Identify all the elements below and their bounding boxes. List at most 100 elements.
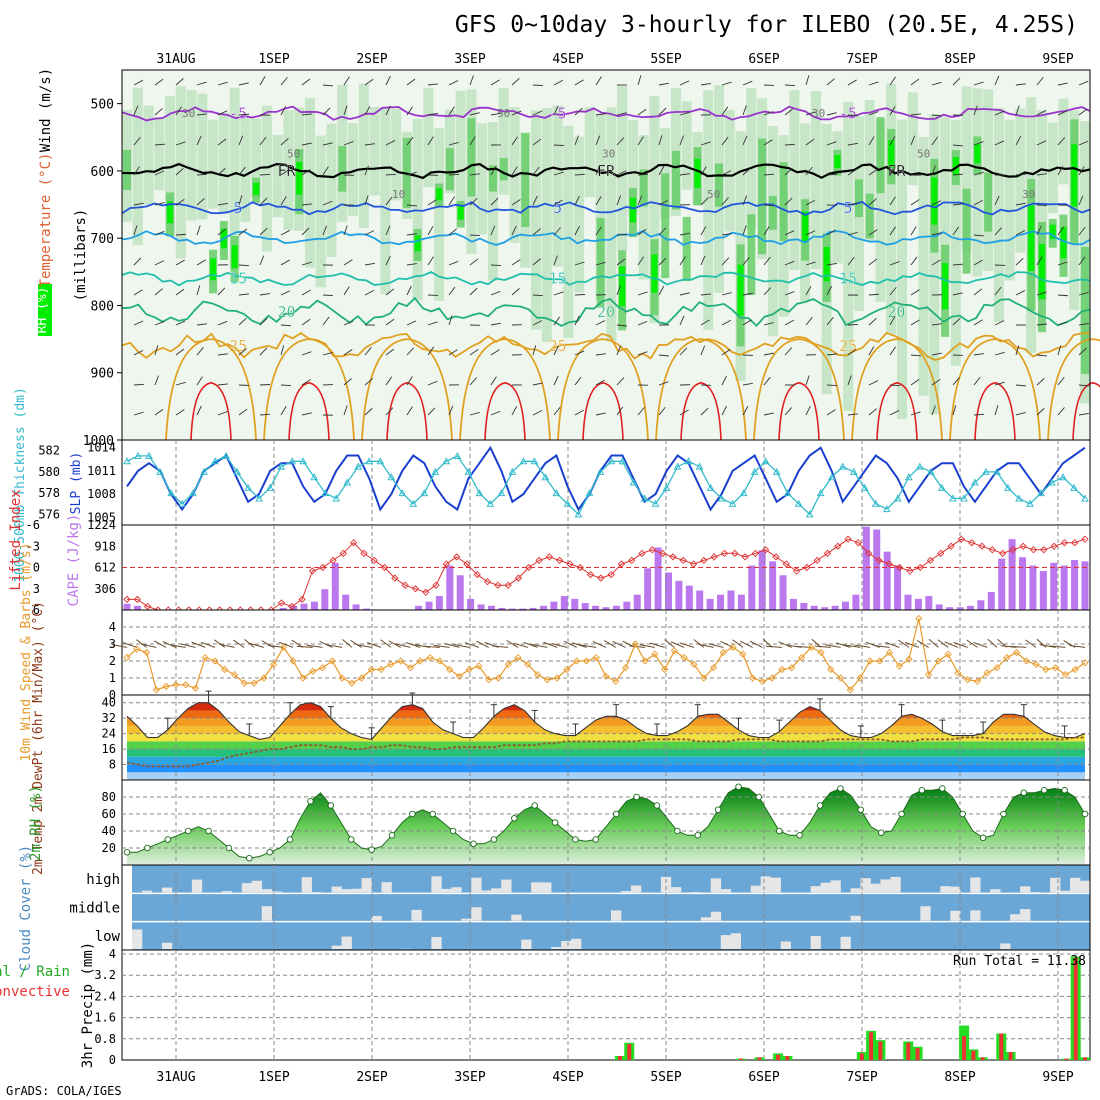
hot-contour [582,382,624,441]
cloud-fill [141,890,153,893]
rh-shade-cell [167,201,174,224]
wind-barb [301,412,312,416]
warm-contour [851,338,943,441]
cape-bar [737,594,745,610]
thickness-marker [486,499,495,507]
wind-barb [133,349,144,356]
wind-barb [280,105,287,116]
wind-barb [679,409,689,416]
cloud-fill [810,886,821,893]
wind-barb [784,143,796,146]
temperature-contour-label: 15 [549,270,567,288]
thickness-marker [629,478,638,486]
wind-barb [301,169,311,176]
wind-barb [679,642,695,648]
wind-barb [784,260,795,266]
wind-barb [763,204,775,207]
wind-barb [490,79,500,86]
thickness-marker [684,457,693,465]
wind-barb [1069,644,1086,648]
wind-barb [133,225,138,236]
wind-barb [133,202,144,206]
cape-bar [873,529,881,610]
wind-barb [814,645,831,648]
rh-marker [837,785,844,792]
wind-barb [574,261,585,266]
wind-barb [742,80,753,86]
wind-speed-marker [348,679,356,687]
wind-speed-marker [387,660,395,669]
rh-shade-cell [1004,119,1015,281]
rh-shade-cell [651,254,658,293]
lifted-index-marker [566,560,574,568]
cloud-fill [271,891,282,893]
temperature-contour-label: -5 [229,105,247,123]
wind-barb [952,292,963,296]
cape-bar [519,608,527,610]
credit-text: GrADS: COLA/IGES [6,1084,122,1098]
wind-barb [367,642,382,648]
wind-barb [944,641,959,648]
wind-barb [511,199,521,206]
thickness-marker [288,457,297,465]
rh-tick-label: 60 [102,807,116,821]
wind-barb [973,81,984,86]
cape-bar [935,604,943,610]
wind-speed-marker [866,657,874,665]
wind-barb [469,136,476,146]
temp-band [127,725,1085,734]
wind-barb [322,294,334,297]
cape-bar [467,598,475,610]
rh-shade-cell [348,123,359,216]
wind-barb [196,225,201,236]
temp-tick-label: 16 [102,742,116,756]
rh-contour-label: 50 [917,147,930,160]
wind-speed-marker [514,653,522,662]
wind-tick-label: 3 [109,637,116,651]
wind-barb [364,165,369,176]
cape-bar [342,594,350,610]
wind-barb [742,319,752,326]
cape-lifted-index-panel: -6 -3 0 3 6 306 612 918 1224 [26,518,1091,617]
wind-barb [1057,345,1062,356]
wind-barb [763,139,773,146]
wind-barb [1036,110,1047,116]
wind-barb [784,407,793,416]
wind-barb [604,639,617,648]
rh-shade-cell [229,87,240,269]
rh-shade-cell [888,140,895,168]
wind-speed-marker [309,667,317,675]
wind-barb [637,195,643,206]
wind-barb [595,320,606,326]
cloud-fill [132,929,143,949]
wind-barb [1015,230,1026,236]
slp-axis-title: SLP (mb) [69,452,84,515]
temperature-contour-label: -5 [549,105,567,123]
rh-marker [1081,810,1089,818]
wind-barb [511,77,520,86]
wind-barb [889,196,896,206]
rh-shade-cell [541,108,552,342]
wind-barb [469,75,474,86]
rh-shade-cell [414,235,421,252]
cloud-fill [501,879,512,893]
wind-speed-marker [494,674,503,682]
lifted-index-marker [813,556,821,565]
cloud-fill [431,876,442,893]
warm-contour [753,338,845,441]
lifted-index-marker [906,567,914,575]
wind-barb [364,378,373,386]
wind-barb [679,80,690,86]
rh-line [127,786,1086,859]
wind-barb [1057,407,1065,416]
wind-barb [1036,377,1045,386]
cloud-fill [720,935,732,949]
wind-speed-marker [592,653,600,662]
wind-barb [742,135,748,146]
rh-shade-cell [681,101,692,190]
cloud-fill [571,938,582,949]
rh-shade-cell [261,105,272,252]
warm-contour [1047,338,1100,441]
lifted-index-marker [792,567,801,575]
cape-bar [831,605,839,610]
